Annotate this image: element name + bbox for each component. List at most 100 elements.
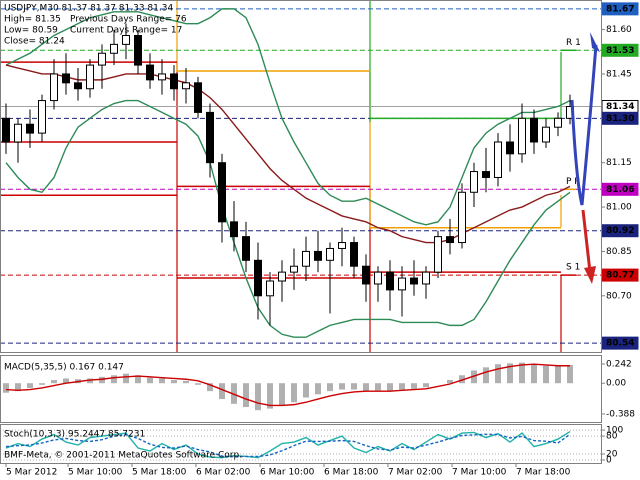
histogram-bar — [495, 364, 501, 384]
histogram-bar — [231, 383, 237, 404]
candle-body — [134, 34, 142, 66]
main-frame — [0, 0, 602, 353]
candle-body — [458, 191, 466, 244]
y-tick-label: 80.70 — [606, 291, 632, 301]
candle-body — [230, 221, 238, 238]
candle-body — [206, 111, 214, 164]
candle-body — [158, 73, 166, 81]
histogram-bar — [171, 380, 177, 384]
x-tick-label: 6 Mar 10:00 — [260, 468, 315, 478]
y-tick-label: 20 — [606, 450, 618, 460]
histogram-bar — [15, 383, 21, 392]
candle-body — [398, 277, 406, 291]
candle-body — [122, 34, 130, 45]
candle-body — [386, 271, 394, 291]
y-tick-label: 81.60 — [606, 25, 632, 35]
histogram-bar — [111, 375, 117, 384]
candle-body — [38, 100, 46, 134]
histogram-bar — [411, 383, 417, 389]
candle-body — [494, 141, 502, 178]
histogram-bar — [519, 362, 525, 384]
indicator-line — [5, 64, 571, 244]
panel-title: MACD(5,35,5) 0.167 0.147 — [4, 363, 124, 373]
histogram-bar — [315, 383, 321, 395]
x-tick-label: 5 Mar 10:00 — [68, 468, 123, 478]
histogram-bar — [51, 380, 57, 384]
pivot-label: P P — [566, 177, 580, 187]
histogram-bar — [123, 373, 129, 384]
candle-body — [50, 73, 58, 102]
y-tick-label: 81.00 — [606, 203, 632, 213]
histogram-bar — [507, 363, 513, 384]
forecast-arrows — [570, 32, 600, 284]
arrow-head — [590, 32, 600, 52]
y-tick-label: 80 — [606, 432, 618, 442]
y-tick-label: 81.15 — [606, 158, 632, 168]
y-tick-label: -0.388 — [606, 409, 635, 419]
x-tick-label: 5 Mar 18:00 — [132, 468, 187, 478]
candle-body — [350, 242, 358, 267]
candle-body — [326, 247, 334, 261]
histogram-bar — [207, 383, 213, 392]
candle-body — [26, 123, 34, 134]
forecast-arrow — [581, 209, 592, 273]
histogram-bar — [375, 383, 381, 391]
y-tick-label: 80.85 — [606, 247, 632, 257]
candle-body — [446, 236, 454, 244]
histogram-bar — [147, 377, 153, 384]
histogram-bar — [543, 365, 549, 384]
pivot-label: R 1 — [566, 38, 581, 48]
histogram-bar — [291, 383, 297, 403]
candle-body — [14, 123, 22, 143]
histogram-bar — [351, 383, 357, 390]
histogram-bar — [555, 365, 561, 384]
histogram-bar — [63, 378, 69, 384]
y-tick-label: 0 — [606, 456, 612, 466]
candle-body — [374, 271, 382, 285]
level-label: 81.06 — [606, 185, 634, 195]
candle-body — [554, 117, 562, 128]
x-tick-label: 6 Mar 02:00 — [196, 468, 251, 478]
candle-body — [254, 259, 262, 297]
candle-body — [2, 117, 10, 143]
indicator-line — [5, 430, 571, 459]
candle-body — [518, 117, 526, 155]
candle-body — [182, 82, 190, 90]
candle-body — [194, 82, 202, 113]
histogram-bar — [471, 370, 477, 384]
histogram-bar — [99, 376, 105, 384]
histogram-bar — [39, 383, 45, 385]
day-separators — [176, 0, 562, 352]
candle-body — [86, 64, 94, 90]
level-label: 80.92 — [606, 226, 634, 236]
forecast-arrow — [570, 44, 598, 206]
candle-body — [110, 43, 118, 54]
histogram-bar — [183, 380, 189, 384]
candle-body — [146, 64, 154, 81]
y-tick-label: 100 — [606, 426, 623, 436]
histogram-bar — [459, 375, 465, 384]
y-tick-label: 0.00 — [606, 379, 626, 389]
level-label: 81.30 — [606, 114, 634, 124]
candle-body — [542, 126, 550, 143]
indicator-line — [5, 363, 570, 407]
level-label: 80.54 — [606, 339, 634, 349]
histogram-bar — [159, 378, 165, 384]
histogram-bar — [447, 380, 453, 384]
pivot-label: S 1 — [566, 263, 580, 273]
candle-body — [338, 242, 346, 249]
candle-body — [410, 277, 418, 285]
y-tick-label: 81.45 — [606, 69, 632, 79]
info-text: Low= 80.59 — [4, 26, 58, 36]
x-tick-label: 6 Mar 18:00 — [324, 468, 379, 478]
histogram-bar — [483, 367, 489, 384]
histogram-bar — [363, 383, 369, 392]
histogram-bar — [339, 383, 345, 390]
level-label: 81.67 — [606, 4, 634, 14]
candle-body — [434, 236, 442, 273]
level-label: 80.77 — [606, 271, 634, 281]
